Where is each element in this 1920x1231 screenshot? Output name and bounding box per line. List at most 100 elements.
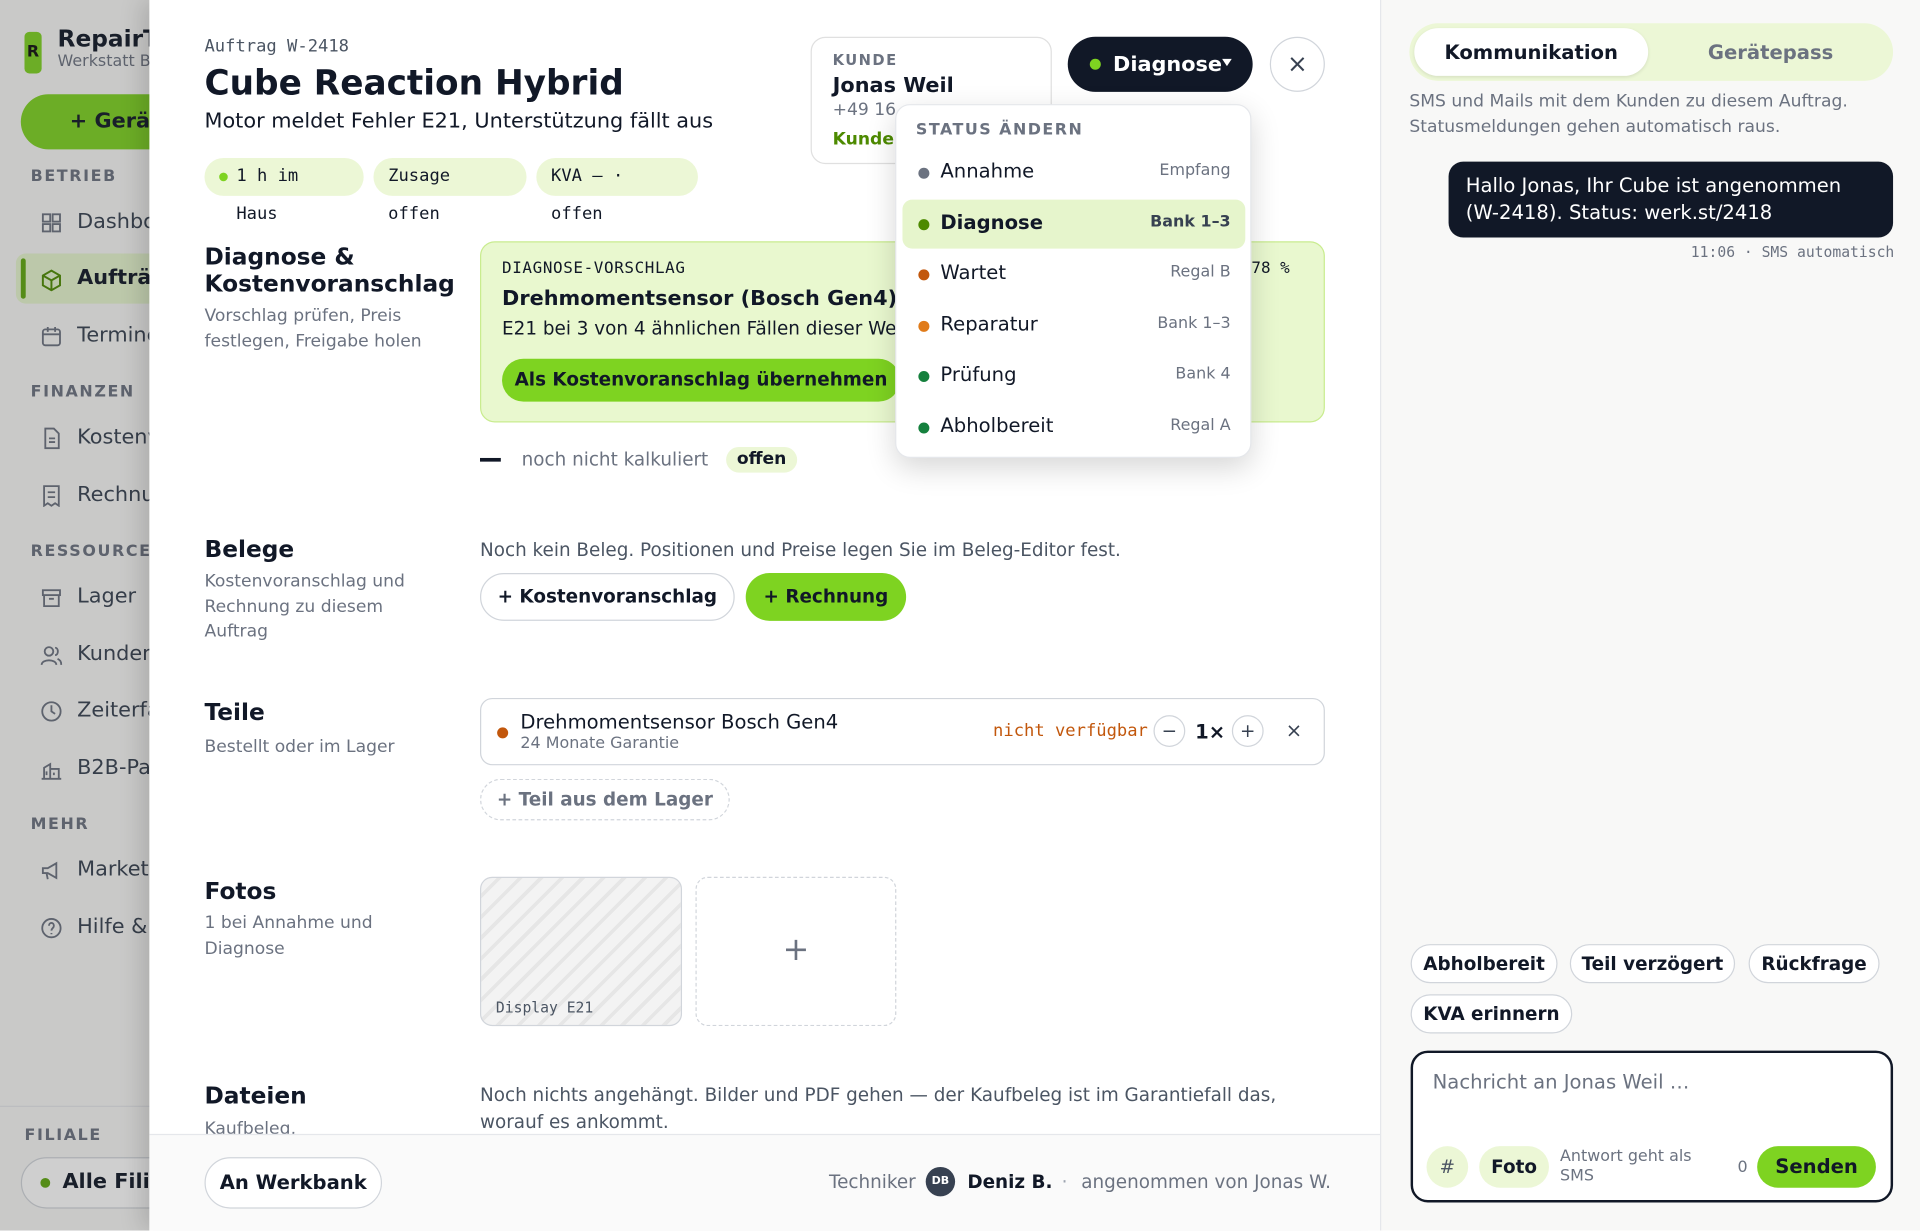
- suggestion-text: E21 bei 3 von 4 ähnlichen Fällen dieser …: [502, 317, 905, 340]
- status-dot: [1089, 58, 1101, 70]
- photo-thumbnail[interactable]: [480, 876, 683, 1027]
- nav-item[interactable]: Zeiterfa: [77, 697, 160, 723]
- chip: 1 h im Haus: [204, 157, 364, 224]
- branch-name: Alle Filia: [62, 1169, 164, 1194]
- nav-item[interactable]: Kostenv: [77, 424, 160, 450]
- chat-panel: Kommunikation Gerätepass SMS und Mails m…: [1380, 0, 1920, 1231]
- icon: [41, 701, 62, 722]
- close-button[interactable]: ×: [1269, 36, 1325, 92]
- section-title: BETRIEB: [30, 167, 117, 187]
- icon: [41, 918, 62, 939]
- icon: [41, 861, 58, 880]
- section-title: FILIALE: [24, 1126, 102, 1145]
- technician-label: Techniker: [828, 1170, 916, 1193]
- files-text: Noch nichts angehängt. Bilder und PDF ge…: [480, 1083, 1277, 1133]
- status-option[interactable]: Wartet Regal B: [902, 250, 1245, 299]
- new-invoice-button[interactable]: + Rechnung: [745, 573, 907, 621]
- icon: [41, 269, 61, 292]
- customer-phone: +49 16: [832, 100, 897, 120]
- status-location: Regal A: [1170, 416, 1231, 435]
- order-id: Auftrag W-2418: [204, 36, 349, 57]
- chip: KVA – · offen: [536, 157, 698, 224]
- menu-title: STATUS ÄNDERN: [915, 121, 1084, 140]
- remove-button[interactable]: ×: [1285, 718, 1303, 743]
- availability-dot: [497, 727, 509, 739]
- status-dot: [918, 218, 930, 230]
- icon: [41, 762, 62, 780]
- icon: [41, 213, 61, 233]
- nav-item[interactable]: Kunden: [77, 641, 156, 667]
- tag-button[interactable]: #: [1426, 1146, 1469, 1188]
- send-hint: Antwort geht als SMS: [1560, 1147, 1692, 1186]
- status-location: Regal B: [1170, 263, 1231, 282]
- nav-item[interactable]: Dashbo: [77, 209, 156, 234]
- input-placeholder: Nachricht an Jonas Weil …: [1432, 1070, 1690, 1094]
- subbrand: Werkstatt B: [57, 52, 151, 72]
- status-option[interactable]: Diagnose Bank 1–3: [902, 199, 1246, 249]
- quick-reply[interactable]: Teil verzögert: [1569, 944, 1736, 984]
- status-dot: [918, 320, 930, 332]
- quick-reply[interactable]: KVA erinnern: [1410, 994, 1573, 1034]
- section-title: Fotos: [204, 877, 277, 905]
- workbench-button[interactable]: An Werkbank: [204, 1157, 383, 1209]
- send-button[interactable]: Senden: [1757, 1146, 1876, 1188]
- section-title: Teile: [204, 699, 265, 727]
- status-location: Bank 4: [1175, 365, 1231, 384]
- customer-link[interactable]: Kunde: [832, 129, 894, 150]
- status-option[interactable]: Abholbereit Regal A: [902, 403, 1245, 452]
- nav-item[interactable]: Aufträ: [77, 265, 152, 291]
- add-photo-button[interactable]: +: [695, 876, 897, 1027]
- part-row: [480, 697, 1325, 766]
- chip-dot: [219, 172, 228, 182]
- status-name: Reparatur: [940, 311, 1038, 336]
- part-availability: nicht verfügbar: [993, 721, 1148, 741]
- nav-item[interactable]: Marketi: [77, 857, 155, 882]
- avatar: DB: [925, 1166, 956, 1197]
- nav-item[interactable]: Lager: [77, 584, 137, 609]
- section-title: RESSOURCE: [30, 542, 152, 561]
- section-title: Diagnose & Kostenvoranschlag: [204, 243, 455, 298]
- tab[interactable]: Gerätepass: [1707, 40, 1834, 64]
- message-meta: 11:06 · SMS automatisch: [1690, 243, 1895, 261]
- quick-reply[interactable]: Rückfrage: [1748, 944, 1880, 984]
- quick-reply[interactable]: Abholbereit: [1410, 944, 1558, 984]
- nav-item[interactable]: B2B-Pa: [77, 755, 151, 780]
- status-name: Wartet: [940, 261, 1007, 285]
- status-option[interactable]: Prüfung Bank 4: [902, 352, 1245, 401]
- status-dot: [918, 269, 930, 281]
- message-bubble: Hallo Jonas, Ihr Cube ist angenommen (W-…: [1448, 161, 1894, 238]
- status-name: Abholbereit: [940, 413, 1054, 438]
- tab[interactable]: Kommunikation: [1414, 28, 1649, 76]
- status-option[interactable]: Annahme Empfang: [902, 148, 1245, 197]
- icon: [43, 485, 60, 507]
- price-dash: [480, 457, 501, 462]
- nav-active-bar: [20, 258, 26, 299]
- photo-label: Display E21: [495, 999, 594, 1017]
- nav-item[interactable]: Termine: [77, 323, 160, 348]
- new-estimate-button[interactable]: + Kostenvoranschlag: [480, 573, 735, 621]
- section-description: Bestellt oder im Lager: [204, 737, 395, 757]
- accept-button[interactable]: Als Kostenvoranschlag übernehmen: [502, 358, 900, 402]
- icon: [41, 589, 61, 608]
- decrease-button[interactable]: −: [1153, 715, 1186, 747]
- section-description: Vorschlag prüfen, Preis festlegen, Freig…: [204, 306, 422, 351]
- confidence: 78 %: [1251, 259, 1290, 278]
- status-location: Empfang: [1159, 161, 1231, 180]
- increase-button[interactable]: +: [1231, 715, 1264, 747]
- photo-button[interactable]: Foto: [1479, 1146, 1549, 1188]
- char-counter: 0: [1737, 1158, 1748, 1177]
- add-part-button[interactable]: + Teil aus dem Lager: [480, 778, 730, 821]
- nav-item[interactable]: Rechnu: [77, 482, 155, 507]
- quantity: 1×: [1195, 720, 1226, 744]
- caret: [1222, 58, 1232, 67]
- backdrop[interactable]: [0, 0, 150, 1231]
- part-warranty: 24 Monate Garantie: [520, 734, 680, 754]
- nav-item[interactable]: Hilfe &: [77, 914, 148, 940]
- status-option[interactable]: Reparatur Bank 1–3: [902, 301, 1245, 350]
- section-title: Belege: [204, 536, 295, 564]
- order-title: Cube Reaction Hybrid: [204, 62, 624, 103]
- status-location: Bank 1–3: [1150, 212, 1231, 231]
- order-subtitle: Motor meldet Fehler E21, Unterstützung f…: [204, 108, 714, 134]
